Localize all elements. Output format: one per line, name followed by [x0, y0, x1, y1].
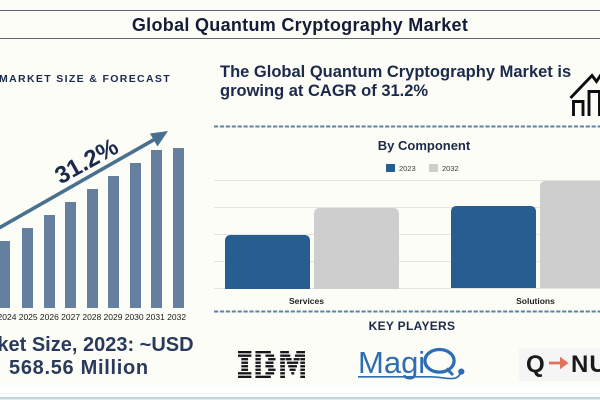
svg-text:Magi: Magi — [358, 345, 425, 380]
